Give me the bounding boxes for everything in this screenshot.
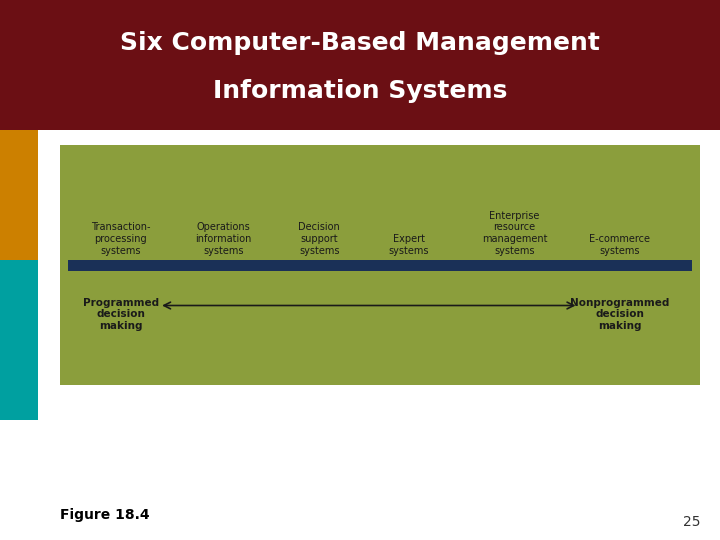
FancyBboxPatch shape xyxy=(60,145,700,385)
FancyBboxPatch shape xyxy=(0,0,720,130)
FancyBboxPatch shape xyxy=(0,260,38,420)
FancyBboxPatch shape xyxy=(68,260,692,271)
Text: Nonprogrammed
decision
making: Nonprogrammed decision making xyxy=(570,298,670,330)
Text: Information Systems: Information Systems xyxy=(213,79,507,103)
FancyBboxPatch shape xyxy=(0,130,38,260)
Text: Operations
information
systems: Operations information systems xyxy=(195,222,251,255)
Text: Decision
support
systems: Decision support systems xyxy=(298,222,340,255)
Text: Programmed
decision
making: Programmed decision making xyxy=(83,298,159,330)
Text: Six Computer-Based Management: Six Computer-Based Management xyxy=(120,31,600,55)
Text: 25: 25 xyxy=(683,515,700,529)
Text: Expert
systems: Expert systems xyxy=(389,234,429,255)
Text: E-commerce
systems: E-commerce systems xyxy=(590,234,650,255)
Text: Transaction-
processing
systems: Transaction- processing systems xyxy=(91,222,150,255)
Text: Enterprise
resource
management
systems: Enterprise resource management systems xyxy=(482,211,547,255)
Text: Figure 18.4: Figure 18.4 xyxy=(60,508,150,522)
